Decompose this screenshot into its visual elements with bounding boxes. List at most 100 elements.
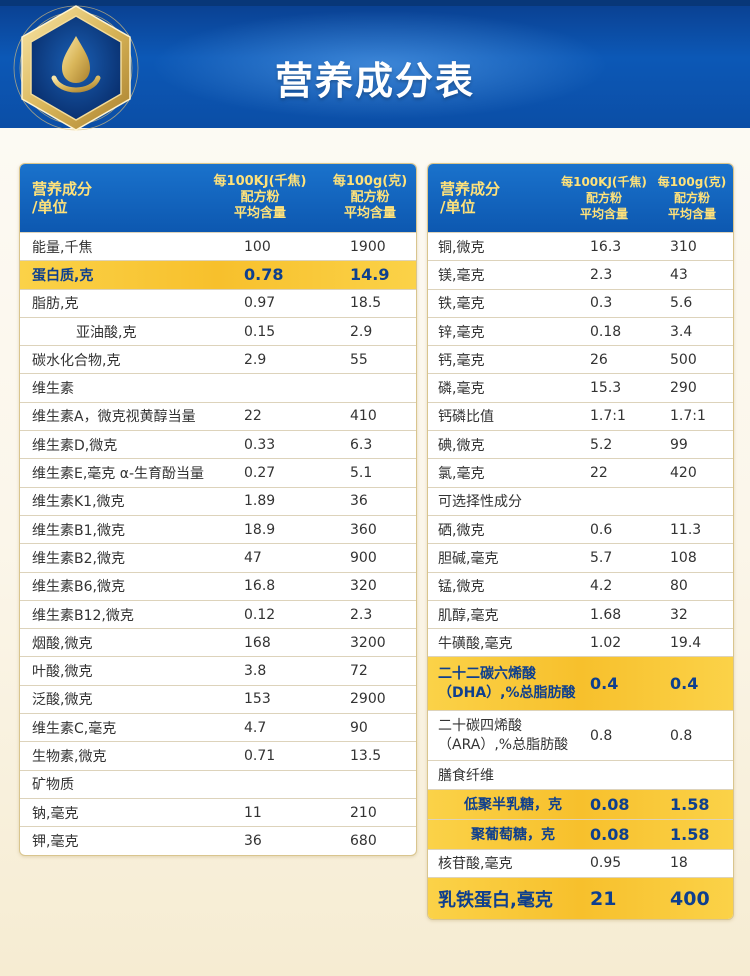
table-row: 维生素E,毫克 α-生育酚当量 0.27 5.1 — [20, 458, 416, 486]
row-label: 蛋白质,克 — [32, 267, 94, 284]
row-value-per100kj: 11 — [244, 804, 262, 821]
row-label: 烟酸,微克 — [32, 635, 93, 652]
row-value-per100kj: 4.2 — [590, 578, 613, 595]
row-value-per100kj: 2.3 — [590, 266, 613, 283]
table-row: 维生素B1,微克 18.9 360 — [20, 514, 416, 543]
row-label: 铁,毫克 — [438, 296, 485, 313]
table-row: 碘,微克 5.2 99 — [428, 430, 733, 458]
row-label: 牛磺酸,毫克 — [438, 635, 513, 652]
row-value-per100kj: 0.4 — [590, 674, 619, 694]
row-value-per100g: 18 — [670, 855, 688, 872]
row-value-per100g: 3.4 — [670, 323, 693, 340]
row-value-per100kj: 4.7 — [244, 719, 267, 736]
table-row: 碳水化合物,克 2.9 55 — [20, 345, 416, 373]
table-row: 泛酸,微克 153 2900 — [20, 684, 416, 713]
row-value-per100g: 36 — [350, 493, 368, 510]
row-label: 钠,毫克 — [32, 805, 79, 822]
row-value-per100kj: 0.8 — [590, 727, 613, 744]
table-row: 钾,毫克 36 680 — [20, 826, 416, 854]
row-label: 钾,毫克 — [32, 833, 79, 850]
table-row: 维生素A，微克视黄醇当量 22 410 — [20, 401, 416, 430]
header-label: 平均含量 — [343, 206, 396, 221]
row-value-per100kj: 36 — [244, 832, 262, 849]
row-value-per100kj: 16.3 — [590, 238, 622, 255]
row-label: 低聚半乳糖，克 — [464, 797, 562, 814]
row-label: 二十二碳六烯酸（DHA）,%总脂肪酸 — [438, 665, 576, 701]
row-value-per100g: 18.5 — [350, 295, 382, 312]
table-row: 维生素K1,微克 1.89 36 — [20, 486, 416, 515]
table-row: 维生素 — [20, 373, 416, 401]
row-value-per100g: 99 — [670, 436, 688, 453]
header-label: 平均含量 — [579, 207, 628, 221]
header-label: 平均含量 — [233, 206, 286, 221]
row-value-per100kj: 0.08 — [590, 824, 630, 844]
header-col-nutrient: 营养成分 /单位 — [20, 164, 207, 232]
table-row: 铜,微克 16.3 310 — [428, 232, 733, 260]
table-row: 蛋白质,克 0.78 14.9 — [20, 260, 416, 289]
row-value-per100kj — [590, 488, 650, 515]
row-value-per100kj: 0.27 — [244, 465, 276, 482]
table-row: 二十碳四烯酸（ARA）,%总脂肪酸 0.8 0.8 — [428, 710, 733, 760]
row-label: 泛酸,微克 — [32, 692, 93, 709]
row-value-per100kj: 0.3 — [590, 295, 613, 312]
row-value-per100kj: 3.8 — [244, 663, 267, 680]
row-label: 维生素B6,微克 — [32, 579, 125, 596]
table-row: 亚油酸,克 0.15 2.9 — [20, 316, 416, 345]
row-value-per100kj: 18.9 — [244, 521, 276, 538]
row-label: 脂肪,克 — [32, 296, 79, 313]
row-value-per100g: 1.58 — [670, 794, 710, 814]
row-value-per100g: 410 — [350, 408, 377, 425]
row-label: 钙,毫克 — [438, 352, 485, 369]
row-label: 氯,毫克 — [438, 466, 485, 483]
header-glow — [150, 10, 610, 120]
row-value-per100kj: 5.2 — [590, 436, 613, 453]
header-col-nutrient: 营养成分 /单位 — [428, 164, 565, 232]
row-label: 矿物质 — [32, 777, 74, 794]
table-row: 矿物质 — [20, 769, 416, 798]
row-value-per100kj: 0.15 — [244, 323, 276, 340]
row-value-per100kj — [244, 374, 324, 401]
row-label: 钙磷比值 — [438, 409, 494, 426]
header-label: 每100g(克) — [657, 175, 727, 189]
page-title: 营养成分表 — [274, 59, 475, 103]
row-label: 维生素K1,微克 — [32, 494, 125, 511]
row-value-per100kj: 0.08 — [590, 794, 630, 814]
row-value-per100kj: 1.7:1 — [590, 408, 626, 425]
row-label: 维生素C,毫克 — [32, 720, 117, 737]
row-value-per100g: 1.58 — [670, 824, 710, 844]
table-row: 钠,毫克 11 210 — [20, 797, 416, 826]
table-row: 维生素B2,微克 47 900 — [20, 543, 416, 571]
header-col-per100g: 每100g(克) 配方粉 平均含量 — [652, 164, 732, 232]
nutrition-table-right: 营养成分 /单位 每100KJ(千焦) 配方粉 平均含量 每100g(克) 配方… — [427, 163, 734, 921]
row-label: 核苷酸,毫克 — [438, 856, 513, 873]
row-label: 乳铁蛋白,毫克 — [438, 889, 553, 911]
row-value-per100g: 5.1 — [350, 465, 373, 482]
table-row: 肌醇,毫克 1.68 32 — [428, 599, 733, 628]
row-label: 维生素 — [32, 381, 74, 398]
table-row: 牛磺酸,毫克 1.02 19.4 — [428, 628, 733, 656]
row-label: 锌,毫克 — [438, 324, 485, 341]
row-value-per100kj: 0.33 — [244, 436, 276, 453]
row-value-per100g — [670, 488, 730, 515]
row-label: 维生素E,毫克 α-生育酚当量 — [32, 466, 205, 483]
row-value-per100kj: 0.78 — [244, 265, 284, 285]
row-value-per100kj: 26 — [590, 351, 608, 368]
oil-drop-hand-icon — [13, 5, 139, 131]
row-label: 可选择性成分 — [438, 494, 522, 511]
row-label: 维生素D,微克 — [32, 437, 118, 454]
oil-drop-shape — [62, 36, 90, 83]
row-label: 肌醇,毫克 — [438, 607, 499, 624]
row-label: 铜,微克 — [438, 239, 485, 256]
table-row: 维生素B12,微克 0.12 2.3 — [20, 599, 416, 628]
row-value-per100g: 80 — [670, 578, 688, 595]
row-value-per100g: 0.4 — [670, 674, 699, 694]
table-row: 叶酸,微克 3.8 72 — [20, 656, 416, 684]
row-label: 胆碱,毫克 — [438, 550, 499, 567]
row-value-per100kj: 0.12 — [244, 606, 276, 623]
row-value-per100g: 1900 — [350, 238, 386, 255]
row-label: 二十碳四烯酸（ARA）,%总脂肪酸 — [438, 717, 569, 753]
row-value-per100g: 900 — [350, 549, 377, 566]
row-value-per100g: 19.4 — [670, 634, 702, 651]
row-label: 维生素B12,微克 — [32, 607, 134, 624]
row-label: 能量,千焦 — [32, 239, 93, 256]
